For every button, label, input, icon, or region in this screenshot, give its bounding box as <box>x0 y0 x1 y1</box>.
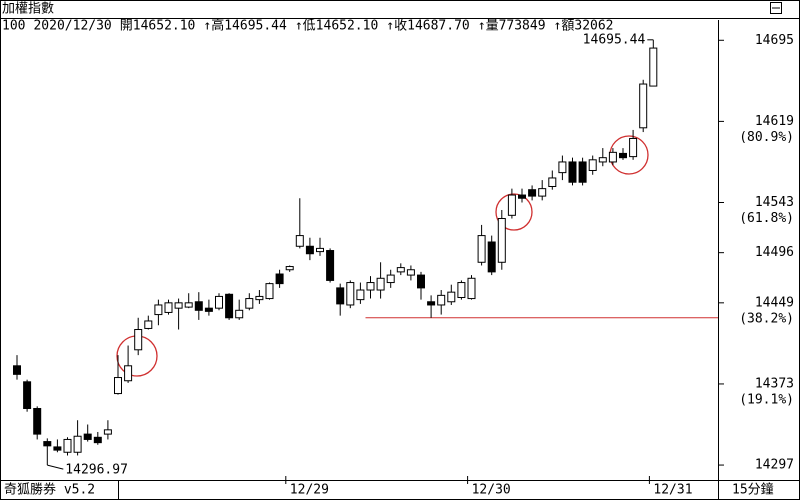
y-tick-label: 14543 <box>755 195 794 210</box>
info-item: ↑高14695.44 <box>203 18 287 34</box>
candle-body <box>114 377 122 395</box>
candle-body <box>285 266 294 271</box>
high-annotation: 14695.44 <box>583 32 646 47</box>
candle-body <box>144 320 153 329</box>
candle-body <box>518 194 526 199</box>
candle-body <box>245 298 254 309</box>
x-tick-label: 12/31 <box>653 483 692 498</box>
info-item: ↑額32062 <box>554 19 614 34</box>
y-tick-label: 14695 <box>755 33 794 48</box>
candle-body <box>528 189 537 197</box>
low-annotation: 14296.97 <box>65 463 128 478</box>
info-line: 100 2020/12/30 開14652.10 ↑高14695.44 ↑低14652.… <box>2 18 614 34</box>
candle-body <box>13 365 21 375</box>
candle-body <box>316 247 324 253</box>
candle-body <box>295 235 304 247</box>
candle-body <box>255 295 264 301</box>
y-tick-label: 14373 <box>755 376 794 391</box>
candle-body <box>204 307 213 312</box>
candle-body <box>417 274 425 289</box>
candle-body <box>305 245 314 255</box>
candle-body <box>103 429 112 435</box>
candle-body <box>33 407 42 435</box>
candle-body <box>467 277 476 300</box>
candle-body <box>93 436 102 444</box>
candle-body <box>487 241 496 273</box>
y-tick-label: 14619 <box>755 114 794 129</box>
candle-body <box>275 273 284 285</box>
candle-body <box>83 433 92 440</box>
candle-body <box>598 157 607 163</box>
candle-body <box>477 235 486 263</box>
chart-title: 加權指數 <box>2 2 54 17</box>
candle-body <box>326 250 335 281</box>
candle-body <box>497 218 506 263</box>
candle-body <box>174 302 183 309</box>
candle-body <box>63 438 72 453</box>
candle-body <box>578 161 587 183</box>
candle-body <box>194 301 203 311</box>
candle-body <box>134 329 143 351</box>
candle-body <box>356 289 365 301</box>
candle-body <box>396 267 405 273</box>
y-tick-label: 14449 <box>755 295 794 310</box>
candle-body <box>437 294 446 306</box>
candle-body <box>184 302 193 308</box>
info-item: ↑低14652.10 <box>295 19 378 34</box>
candle-body <box>427 301 436 306</box>
candle-body <box>154 304 163 316</box>
window-icon[interactable] <box>770 2 782 14</box>
candle-body <box>406 269 415 276</box>
candle-body <box>507 194 516 216</box>
info-item: 2020/12/30 <box>33 19 111 34</box>
info-item: ↑收14687.70 <box>386 19 469 34</box>
x-tick-label: 12/30 <box>472 483 511 498</box>
candle-body <box>23 381 32 409</box>
candle-body <box>366 282 375 291</box>
candle-body <box>215 295 223 309</box>
period: 15分鐘 <box>732 482 774 498</box>
candle-body <box>447 291 456 303</box>
candle-body <box>164 302 173 313</box>
candle-body <box>124 365 133 382</box>
info-item: 100 <box>2 19 25 34</box>
candle-body <box>558 161 567 174</box>
candle-body <box>649 47 658 87</box>
candle-body <box>588 159 597 171</box>
candle-body <box>43 441 52 447</box>
candle-body <box>376 277 385 291</box>
candle-body <box>548 177 557 187</box>
candle-body <box>639 83 648 129</box>
retracement-label: (80.9%) <box>739 130 794 145</box>
candle-body <box>225 293 234 319</box>
candle-body <box>619 152 627 159</box>
candle-body <box>53 446 62 451</box>
annotation-leader <box>47 464 64 470</box>
brand: 奇狐勝券 v5.2 <box>4 482 95 498</box>
retracement-label: (61.8%) <box>739 211 794 226</box>
candle-body <box>568 161 577 183</box>
info-item: ↑量773849 <box>478 19 546 34</box>
candle-body <box>538 188 547 197</box>
x-tick-label: 12/29 <box>290 483 329 498</box>
candle-body <box>629 137 638 158</box>
candle-body <box>457 282 466 298</box>
retracement-label: (19.1%) <box>739 392 794 407</box>
info-item: 開14652.10 <box>120 19 196 34</box>
candle-body <box>386 274 395 284</box>
retracement-label: (38.2%) <box>739 311 794 326</box>
y-tick-label: 14297 <box>755 458 794 473</box>
candle-body <box>265 283 274 300</box>
candle-body <box>73 435 82 453</box>
candle-body <box>346 282 355 306</box>
candle-body <box>235 309 244 319</box>
candle-body <box>336 287 345 305</box>
y-tick-label: 14496 <box>755 245 794 260</box>
candle-body <box>608 151 617 163</box>
highlight-circle <box>495 193 533 231</box>
